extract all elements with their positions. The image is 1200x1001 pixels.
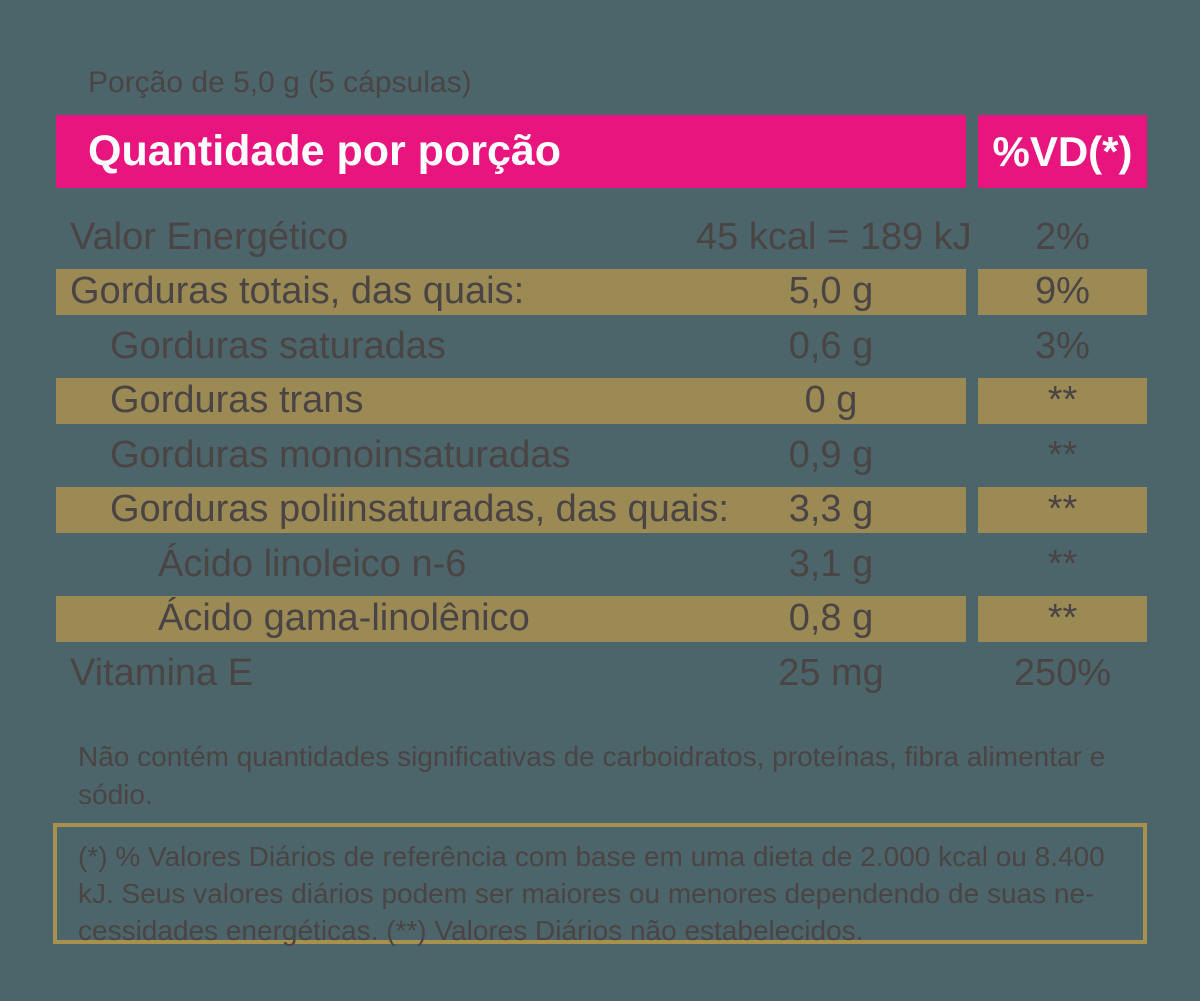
row-value: 45 kcal = 189 kJ: [696, 215, 972, 258]
dv-reference-line: kJ. Seus valores diários podem ser maior…: [78, 878, 1095, 909]
row-label: Gorduras saturadas: [110, 324, 446, 367]
dv-reference-line: cessidades energéticas. (**) Valores Diá…: [78, 915, 864, 946]
dv-header-cell: %VD(*): [978, 115, 1147, 188]
row-dv-value: **: [978, 486, 1147, 533]
table-row: Valor Energético 45 kcal = 189 kJ 2%: [56, 214, 1147, 260]
table-row: Vitamina E 25 mg 250%: [56, 650, 1147, 696]
table-row: Gorduras saturadas 0,6 g 3%: [56, 323, 1147, 369]
nutrition-table: Valor Energético 45 kcal = 189 kJ 2% Gor…: [56, 214, 1147, 705]
quantity-header-label: Quantidade por porção: [88, 127, 562, 175]
row-label: Gorduras monoinsaturadas: [110, 433, 571, 476]
table-header-bar: Quantidade por porção %VD(*): [56, 115, 1147, 188]
row-dv-value: **: [978, 377, 1147, 424]
table-row: Ácido gama-linolênico 0,8 g **: [56, 595, 1147, 642]
row-dv-value: 2%: [1035, 215, 1090, 258]
row-value: 0,8 g: [788, 597, 874, 639]
row-label: Gorduras totais, das quais:: [70, 270, 525, 312]
row-value: 3,3 g: [788, 488, 874, 530]
table-row: Gorduras totais, das quais: 5,0 g 9%: [56, 268, 1147, 315]
dv-reference-box: (*) % Valores Diários de referência com …: [53, 823, 1147, 946]
note-line: Não contém quantidades significativas de…: [78, 741, 1106, 772]
row-label: Gorduras poliinsaturadas, das quais:: [110, 488, 729, 530]
row-label: Ácido linoleico n-6: [158, 542, 467, 585]
row-label: Gorduras trans: [110, 379, 364, 421]
quantity-header-cell: Quantidade por porção: [56, 115, 966, 188]
row-dv-value: 250%: [1013, 651, 1112, 694]
no-significant-note: Não contém quantidades significativas de…: [78, 738, 1105, 814]
row-value: 0,9 g: [788, 433, 874, 476]
dv-reference-line: (*) % Valores Diários de referência com …: [78, 841, 1105, 872]
row-label: Vitamina E: [70, 651, 254, 694]
row-value: 3,1 g: [788, 542, 874, 585]
row-value: 0,6 g: [788, 324, 874, 367]
table-row: Ácido linoleico n-6 3,1 g **: [56, 541, 1147, 587]
row-dv-value: **: [978, 595, 1147, 642]
row-value: 5,0 g: [788, 270, 874, 312]
table-row: Gorduras trans 0 g **: [56, 377, 1147, 424]
table-row: Gorduras poliinsaturadas, das quais: 3,3…: [56, 486, 1147, 533]
header-column-gap: [966, 115, 978, 188]
row-dv-value: 3%: [1035, 324, 1090, 367]
row-label: Ácido gama-linolênico: [158, 597, 530, 639]
row-dv-value: **: [1047, 542, 1078, 585]
note-line: sódio.: [78, 779, 153, 810]
row-value: 25 mg: [778, 651, 884, 694]
row-label: Valor Energético: [70, 215, 349, 258]
row-dv-value: 9%: [978, 268, 1147, 315]
row-dv-value: **: [1047, 433, 1078, 476]
table-row: Gorduras monoinsaturadas 0,9 g **: [56, 432, 1147, 478]
dv-header-label: %VD(*): [992, 127, 1133, 175]
serving-size-label: Porção de 5,0 g (5 cápsulas): [88, 66, 472, 99]
row-value: 0 g: [804, 379, 858, 421]
